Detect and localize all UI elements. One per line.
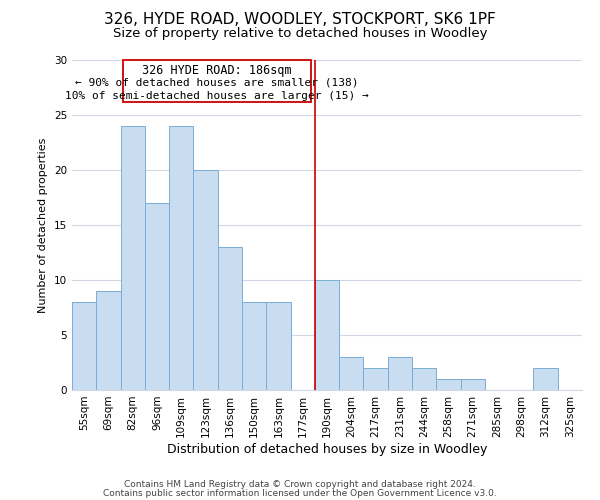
Text: Contains public sector information licensed under the Open Government Licence v3: Contains public sector information licen… — [103, 489, 497, 498]
Bar — [315, 280, 339, 390]
Bar — [218, 247, 242, 390]
Bar — [436, 379, 461, 390]
Bar — [145, 203, 169, 390]
Bar — [72, 302, 96, 390]
Bar — [461, 379, 485, 390]
Text: 326 HYDE ROAD: 186sqm: 326 HYDE ROAD: 186sqm — [142, 64, 292, 78]
Text: Contains HM Land Registry data © Crown copyright and database right 2024.: Contains HM Land Registry data © Crown c… — [124, 480, 476, 489]
Bar — [388, 357, 412, 390]
Bar — [266, 302, 290, 390]
Text: ← 90% of detached houses are smaller (138): ← 90% of detached houses are smaller (13… — [76, 78, 359, 88]
Text: 326, HYDE ROAD, WOODLEY, STOCKPORT, SK6 1PF: 326, HYDE ROAD, WOODLEY, STOCKPORT, SK6 … — [104, 12, 496, 28]
Bar — [121, 126, 145, 390]
Y-axis label: Number of detached properties: Number of detached properties — [38, 138, 49, 312]
Text: Size of property relative to detached houses in Woodley: Size of property relative to detached ho… — [113, 28, 487, 40]
Bar — [339, 357, 364, 390]
X-axis label: Distribution of detached houses by size in Woodley: Distribution of detached houses by size … — [167, 442, 487, 456]
Bar — [193, 170, 218, 390]
Text: 10% of semi-detached houses are larger (15) →: 10% of semi-detached houses are larger (… — [65, 91, 369, 101]
Bar — [242, 302, 266, 390]
Bar — [96, 291, 121, 390]
Bar — [364, 368, 388, 390]
Bar — [533, 368, 558, 390]
Bar — [169, 126, 193, 390]
FancyBboxPatch shape — [123, 60, 311, 102]
Bar — [412, 368, 436, 390]
